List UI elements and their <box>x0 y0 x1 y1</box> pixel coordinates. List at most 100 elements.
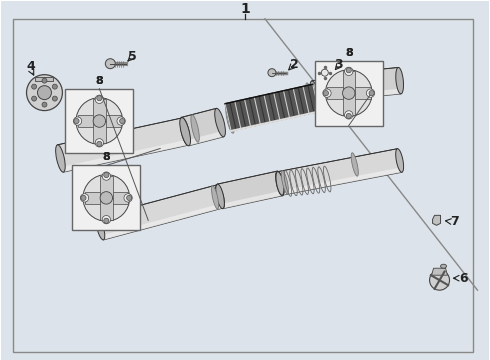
Circle shape <box>81 195 86 201</box>
Ellipse shape <box>96 217 105 240</box>
Circle shape <box>42 78 47 83</box>
Circle shape <box>105 59 115 69</box>
Ellipse shape <box>226 106 234 133</box>
Circle shape <box>117 117 125 125</box>
Ellipse shape <box>356 71 364 98</box>
Text: 8: 8 <box>102 153 110 162</box>
Ellipse shape <box>216 184 224 209</box>
Circle shape <box>104 218 109 223</box>
Circle shape <box>102 172 110 180</box>
Polygon shape <box>312 71 363 108</box>
Ellipse shape <box>355 71 365 98</box>
Circle shape <box>76 98 122 144</box>
Circle shape <box>346 68 351 73</box>
Circle shape <box>83 175 130 221</box>
Text: 8: 8 <box>96 76 103 86</box>
Polygon shape <box>327 87 349 99</box>
Ellipse shape <box>216 185 224 208</box>
Circle shape <box>80 194 89 202</box>
Polygon shape <box>225 84 319 131</box>
Polygon shape <box>358 67 401 98</box>
Text: 2: 2 <box>290 58 298 71</box>
Ellipse shape <box>212 186 219 209</box>
Circle shape <box>323 90 328 96</box>
Polygon shape <box>433 215 441 225</box>
Circle shape <box>97 96 102 101</box>
Polygon shape <box>77 115 99 127</box>
Text: 7: 7 <box>450 215 459 228</box>
Circle shape <box>430 270 449 290</box>
Circle shape <box>124 194 132 202</box>
Circle shape <box>32 96 37 101</box>
Polygon shape <box>97 185 223 240</box>
Polygon shape <box>102 203 223 240</box>
Ellipse shape <box>310 81 319 108</box>
Polygon shape <box>317 93 363 108</box>
Circle shape <box>369 90 374 96</box>
Circle shape <box>126 195 132 201</box>
Circle shape <box>32 84 37 89</box>
Circle shape <box>102 216 110 224</box>
Polygon shape <box>57 118 188 172</box>
Circle shape <box>344 111 353 119</box>
Text: 8: 8 <box>345 48 353 58</box>
Ellipse shape <box>180 118 190 145</box>
Ellipse shape <box>180 117 191 146</box>
Polygon shape <box>278 149 402 195</box>
Ellipse shape <box>215 108 225 137</box>
Circle shape <box>367 89 375 97</box>
Ellipse shape <box>191 115 199 142</box>
Circle shape <box>268 69 276 77</box>
Circle shape <box>93 115 105 127</box>
Circle shape <box>318 66 332 80</box>
Polygon shape <box>343 93 355 115</box>
Polygon shape <box>181 108 224 146</box>
Circle shape <box>95 95 103 103</box>
Ellipse shape <box>351 153 358 176</box>
Circle shape <box>38 86 51 100</box>
Ellipse shape <box>281 171 289 194</box>
Polygon shape <box>281 167 402 195</box>
Bar <box>66 89 133 153</box>
Text: 3: 3 <box>335 58 343 71</box>
Circle shape <box>100 192 113 204</box>
Bar <box>73 166 140 230</box>
Circle shape <box>74 117 82 125</box>
Circle shape <box>120 118 125 123</box>
Circle shape <box>323 89 331 97</box>
Circle shape <box>325 70 372 117</box>
Polygon shape <box>221 191 283 209</box>
Polygon shape <box>93 121 105 143</box>
Text: 8: 8 <box>96 76 103 86</box>
Ellipse shape <box>56 145 65 172</box>
Circle shape <box>74 118 79 123</box>
Ellipse shape <box>276 172 284 195</box>
Circle shape <box>52 96 57 101</box>
Text: 6: 6 <box>459 272 468 285</box>
Polygon shape <box>93 99 105 121</box>
Circle shape <box>52 84 57 89</box>
Polygon shape <box>432 268 447 275</box>
Circle shape <box>344 67 353 76</box>
Polygon shape <box>361 89 401 98</box>
Ellipse shape <box>350 72 359 99</box>
Ellipse shape <box>441 264 446 268</box>
Circle shape <box>42 102 47 107</box>
Polygon shape <box>187 131 224 146</box>
Text: 5: 5 <box>128 50 137 63</box>
Polygon shape <box>35 77 53 81</box>
Polygon shape <box>343 71 355 93</box>
Polygon shape <box>100 176 113 198</box>
Ellipse shape <box>275 171 284 196</box>
Text: 4: 4 <box>26 60 35 73</box>
Polygon shape <box>218 171 283 209</box>
Polygon shape <box>85 192 106 204</box>
Text: 1: 1 <box>240 2 250 16</box>
Circle shape <box>26 75 62 111</box>
Circle shape <box>104 172 109 177</box>
Ellipse shape <box>396 67 403 94</box>
Circle shape <box>346 113 351 118</box>
Polygon shape <box>349 87 370 99</box>
Circle shape <box>95 139 103 147</box>
Polygon shape <box>99 115 121 127</box>
